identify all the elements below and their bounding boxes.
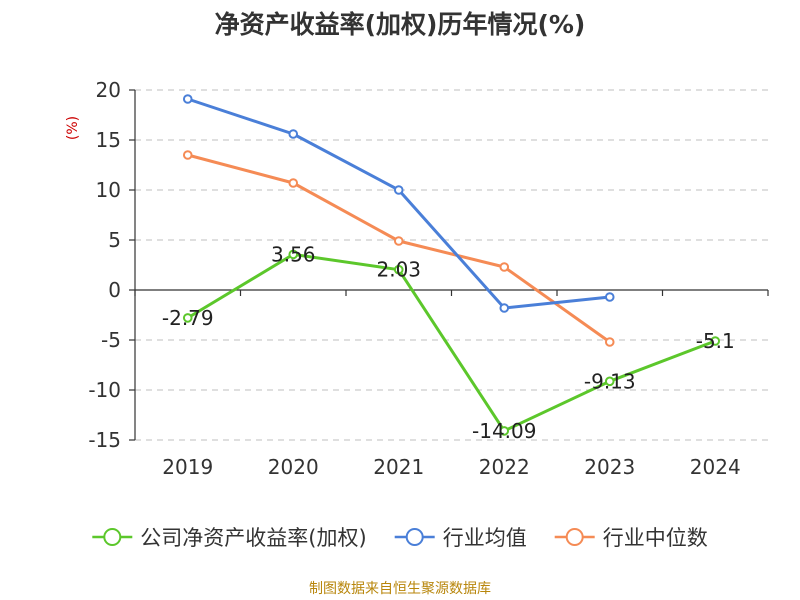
data-label: -14.09	[472, 419, 536, 443]
y-tick-label: 10	[96, 178, 121, 202]
y-tick-label: 5	[108, 228, 121, 252]
data-point	[288, 178, 299, 188]
series-line	[186, 252, 716, 433]
data-point	[288, 249, 299, 260]
y-tick-label: 20	[96, 78, 121, 102]
data-point	[499, 426, 510, 436]
data-point	[710, 336, 721, 346]
x-tick-label: 2024	[690, 455, 741, 479]
series-line	[187, 153, 611, 344]
data-point	[182, 94, 193, 104]
x-tick-label: 2019	[162, 455, 213, 479]
axes: 20 15 10 5 0 -5 -10 -15 2019 2020 2021 2022 2023 2024	[88, 78, 769, 479]
legend-item: 公司净资产收益率(加权)	[92, 526, 367, 550]
data-label: 3.56	[271, 242, 316, 266]
y-tick-label: -15	[88, 428, 121, 452]
y-tick-label: 0	[108, 278, 121, 302]
chart-title: 净资产收益率(加权)历年情况(%)	[215, 10, 586, 39]
x-tick-label: 2023	[584, 455, 635, 479]
data-label: -2.79	[162, 306, 214, 330]
y-axis-unit-label: (%)	[65, 116, 81, 140]
data-point	[604, 376, 615, 387]
data-point	[182, 313, 193, 323]
legend-label: 行业中位数	[603, 526, 708, 550]
x-tick-label: 2020	[268, 455, 319, 479]
data-point	[393, 185, 404, 195]
y-tick-label: -10	[88, 378, 121, 402]
legend-label: 公司净资产收益率(加权)	[140, 526, 366, 550]
data-label: -9.13	[584, 369, 636, 393]
x-tick-label: 2022	[479, 455, 530, 479]
data-point	[288, 129, 299, 139]
gridlines	[135, 89, 768, 441]
legend-swatch-marker	[405, 528, 424, 546]
source-note: 制图数据来自恒生聚源数据库	[309, 581, 491, 597]
legend-label: 行业均值	[443, 526, 527, 550]
y-tick-label: -5	[101, 328, 121, 352]
data-point	[604, 337, 615, 347]
x-tick-label: 2021	[373, 455, 424, 479]
data-point	[499, 262, 510, 272]
legend-swatch-marker	[103, 528, 122, 546]
y-tick-label: 15	[96, 128, 121, 152]
data-point	[182, 150, 193, 160]
legend: 公司净资产收益率(加权) 行业均值 行业中位数	[92, 526, 708, 550]
legend-item: 行业均值	[394, 526, 527, 550]
data-point	[393, 236, 404, 246]
data-label: -5.1	[696, 329, 735, 353]
data-point	[604, 292, 615, 302]
data-point	[393, 264, 404, 275]
data-label: 2.03	[376, 258, 421, 282]
legend-item: 行业中位数	[554, 526, 708, 550]
legend-swatch-marker	[565, 528, 584, 546]
data-point	[499, 303, 510, 313]
series-lines	[182, 94, 721, 436]
data-labels: -2.79 3.56 2.03 -14.09 -9.13 -5.1	[162, 242, 735, 443]
